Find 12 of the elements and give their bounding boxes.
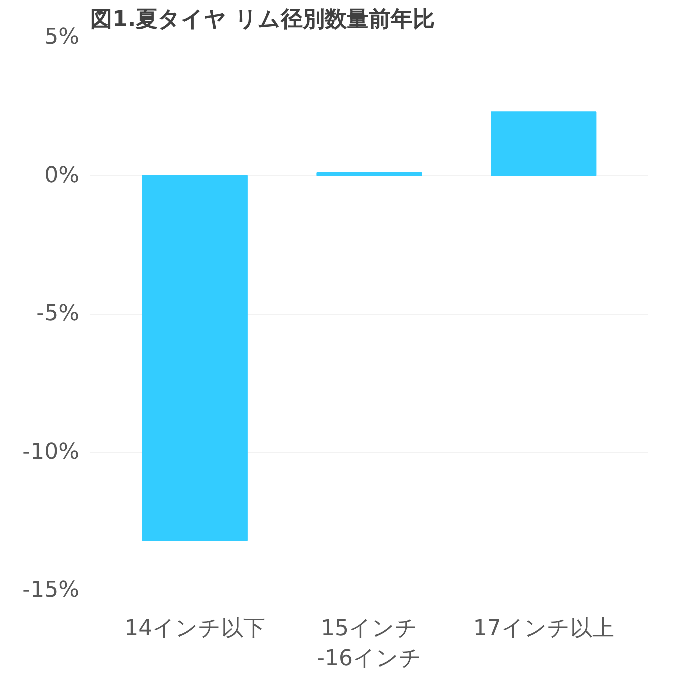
x-tick-label: 15インチ -16インチ <box>317 616 422 672</box>
y-tick-label: -5% <box>36 302 80 326</box>
y-tick-label: -10% <box>22 440 80 465</box>
chart-title: 図1.夏タイヤ リム径別数量前年比 <box>90 8 435 32</box>
y-tick-label: 5% <box>44 25 80 50</box>
x-tick-label: 14インチ以下 <box>124 616 266 642</box>
y-tick-label: 0% <box>44 163 80 188</box>
y-tick-label: -15% <box>22 578 80 603</box>
bar <box>316 172 422 176</box>
bar <box>142 175 248 542</box>
x-tick-label: 17インチ以上 <box>473 616 614 642</box>
bar <box>491 112 597 176</box>
